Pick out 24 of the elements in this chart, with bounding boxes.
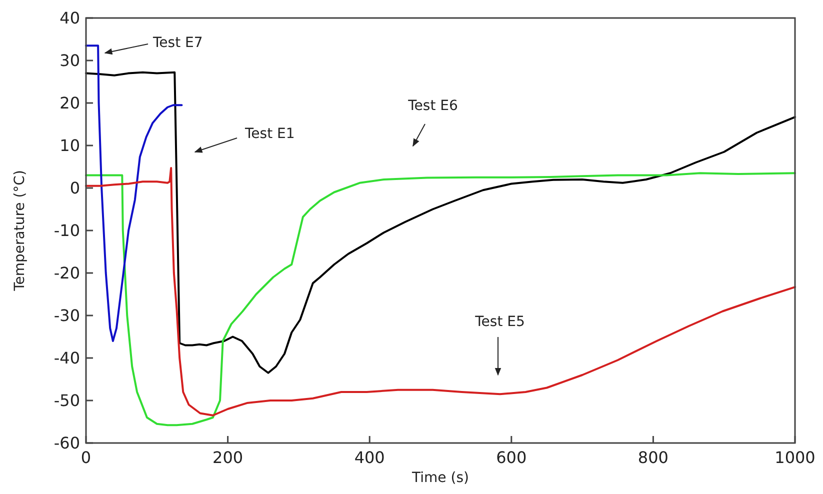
y-tick-label: -50 [54, 391, 80, 410]
y-tick-label: -20 [54, 264, 80, 283]
annotation: Test E6 [407, 98, 458, 114]
x-tick-label: 0 [80, 448, 92, 467]
line-series [85, 71, 796, 374]
y-tick-label: 0 [70, 178, 80, 198]
x-tick-label: 200 [212, 448, 244, 467]
annotation: Test E7 [152, 35, 203, 51]
x-tick-label: 800 [638, 448, 668, 467]
x-tick-label: 400 [354, 448, 385, 467]
y-tick-label: 10 [60, 136, 80, 156]
y-tick-label: -60 [54, 434, 80, 453]
x-axis-title: Time (s) [411, 470, 469, 486]
y-tick-label: -10 [54, 221, 80, 240]
y-tick-label: -30 [54, 306, 80, 326]
annotation: Test E1 [244, 126, 295, 142]
annotation: Test E5 [474, 314, 525, 330]
x-tick-label: 1000 [774, 448, 816, 467]
y-axis-title: Temperature (°C) [12, 170, 28, 292]
y-tick-label: -40 [54, 348, 80, 368]
y-tick-label: 30 [60, 51, 80, 70]
x-tick-label: 600 [496, 448, 527, 467]
y-tick-label: 40 [60, 8, 80, 28]
y-tick-label: 20 [60, 94, 80, 113]
